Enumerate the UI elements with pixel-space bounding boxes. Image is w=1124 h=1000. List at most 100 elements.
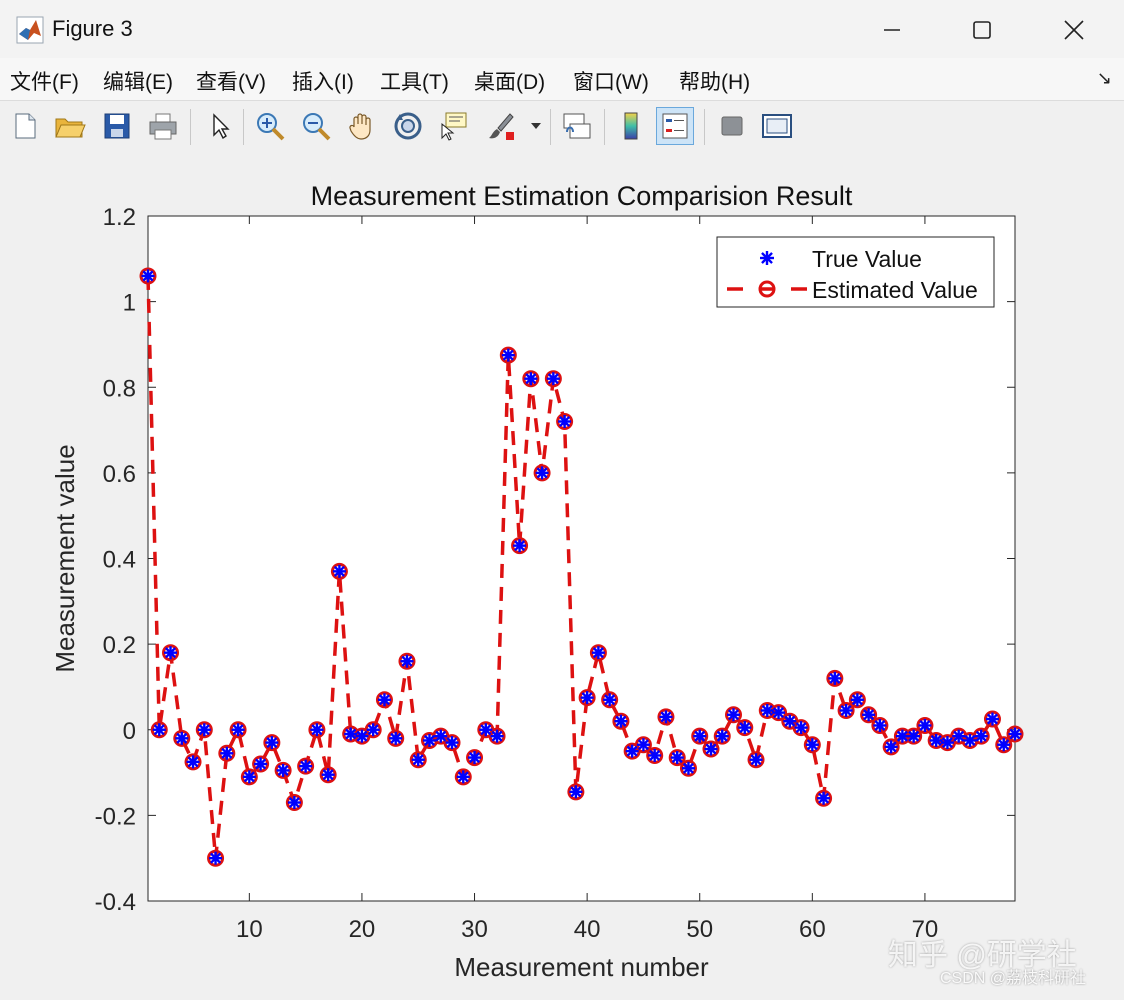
y-tick-label: 0.6 <box>103 461 136 488</box>
true-value-point <box>805 738 819 752</box>
estimated-value-point <box>1006 725 1024 743</box>
true-value-point <box>456 770 470 784</box>
true-value-point <box>591 646 605 660</box>
menu-window[interactable]: 窗口(W) <box>573 71 649 94</box>
insert-legend-button[interactable] <box>656 107 694 145</box>
true-value-point <box>152 723 166 737</box>
link-plot-button[interactable] <box>558 107 596 145</box>
chart-legend[interactable]: True Value Estimated Value <box>716 236 995 308</box>
true-value-point <box>468 751 482 765</box>
toolbar-separator <box>604 109 605 145</box>
legend-icon <box>662 113 688 139</box>
true-value-point <box>580 691 594 705</box>
true-value-point <box>625 744 639 758</box>
pointer-arrow-icon <box>213 113 230 140</box>
x-tick-label: 40 <box>574 916 601 943</box>
insert-colorbar-button[interactable] <box>612 107 650 145</box>
estimated-value-point <box>218 744 236 762</box>
new-file-button[interactable] <box>6 107 44 145</box>
true-value-point <box>197 723 211 737</box>
estimated-value-point <box>330 562 348 580</box>
estimated-value-point <box>162 644 180 662</box>
data-cursor-button[interactable] <box>435 107 473 145</box>
link-plot-icon <box>563 113 591 139</box>
select-pointer-button[interactable] <box>200 107 238 145</box>
maximize-icon <box>973 21 991 39</box>
toolbar-separator <box>550 109 551 145</box>
y-tick-label: 1.2 <box>103 204 136 231</box>
y-tick-label: 0 <box>123 718 136 745</box>
save-button[interactable] <box>98 107 136 145</box>
y-tick-label: 0.4 <box>103 547 136 574</box>
true-value-point <box>681 761 695 775</box>
true-value-point <box>400 654 414 668</box>
y-tick-label: -0.2 <box>95 803 136 830</box>
estimated-value-point <box>522 370 540 388</box>
zoom-out-button[interactable] <box>297 107 335 145</box>
y-tick-label: -0.4 <box>95 889 136 916</box>
colorbar-icon <box>624 112 638 140</box>
true-value-point <box>164 646 178 660</box>
true-value-point <box>715 729 729 743</box>
open-file-button[interactable] <box>51 107 89 145</box>
estimated-value-point <box>150 721 168 739</box>
menu-view[interactable]: 查看(V) <box>196 71 266 94</box>
brush-dropdown-button[interactable] <box>526 107 546 145</box>
estimated-value-point <box>713 727 731 745</box>
caret-down-icon <box>531 123 541 129</box>
estimated-value-point <box>409 751 427 769</box>
new-file-icon <box>15 113 36 139</box>
rotate-3d-button[interactable] <box>389 107 427 145</box>
true-value-point <box>839 703 853 717</box>
estimated-value-point <box>995 736 1013 754</box>
show-plot-tools-button[interactable] <box>758 107 796 145</box>
minimize-button[interactable] <box>866 10 918 50</box>
true-value-point <box>1008 727 1022 741</box>
true-value-point <box>254 757 268 771</box>
estimated-value-point <box>634 736 652 754</box>
true-value-point <box>850 693 864 707</box>
true-value-point <box>490 729 504 743</box>
rotate-3d-icon <box>394 112 422 140</box>
true-value-point <box>862 708 876 722</box>
title-bar[interactable]: Figure 3 <box>0 0 1124 58</box>
pan-button[interactable] <box>343 107 381 145</box>
line-chart[interactable]: -0.4-0.200.20.40.60.811.210 20 30 40 50 60 70 … <box>0 153 1124 995</box>
true-value-point <box>355 729 369 743</box>
maximize-button[interactable] <box>956 10 1008 50</box>
x-tick-label: 20 <box>349 916 376 943</box>
axes-background <box>147 215 1016 902</box>
true-value-point <box>377 693 391 707</box>
legend-estimated-marker <box>758 280 776 298</box>
estimated-value-point <box>488 727 506 745</box>
true-value-point <box>434 729 448 743</box>
x-tick-label: 60 <box>799 916 826 943</box>
menu-file[interactable]: 文件(F) <box>10 71 79 94</box>
watermark-csdn: CSDN @荔枝科研社 <box>940 970 1087 987</box>
save-icon <box>104 113 130 139</box>
true-value-point <box>445 736 459 750</box>
estimated-value-point <box>691 727 709 745</box>
print-button[interactable] <box>144 107 182 145</box>
brush-button[interactable] <box>481 107 519 145</box>
estimated-value-point <box>229 721 247 739</box>
estimated-value-point <box>702 740 720 758</box>
menu-desktop[interactable]: 桌面(D) <box>474 71 546 94</box>
menu-edit[interactable]: 编辑(E) <box>103 71 173 94</box>
close-button[interactable] <box>1048 10 1100 50</box>
menu-help[interactable]: 帮助(H) <box>679 71 751 94</box>
menu-insert[interactable]: 插入(I) <box>292 71 354 94</box>
true-value-point <box>817 791 831 805</box>
true-value-point <box>389 731 403 745</box>
toolbar-separator <box>704 109 705 145</box>
estimated-value-point <box>466 749 484 767</box>
true-value-point <box>175 731 189 745</box>
true-value-point <box>299 759 313 773</box>
zoom-in-button[interactable] <box>251 107 289 145</box>
hide-plot-tools-button[interactable] <box>713 107 751 145</box>
estimated-value-point <box>679 759 697 777</box>
menu-tools[interactable]: 工具(T) <box>380 71 449 94</box>
x-axis-label: Measurement number <box>454 952 709 982</box>
dock-arrow-icon[interactable]: ↘ <box>1096 68 1112 88</box>
brush-icon <box>489 113 514 140</box>
